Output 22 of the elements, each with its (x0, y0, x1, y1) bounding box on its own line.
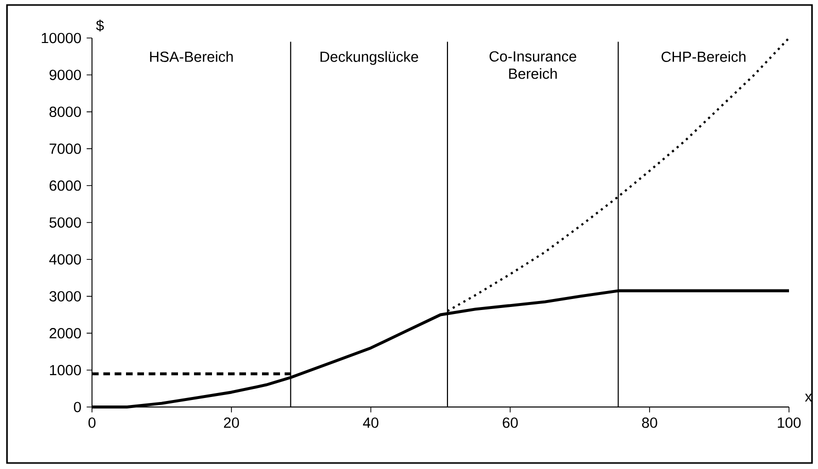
x-tick-label: 0 (88, 418, 96, 428)
y-tick-label: 4000 (49, 254, 81, 265)
x-tick-label: 100 (778, 418, 801, 428)
y-tick-label: 7000 (50, 144, 81, 154)
x-tick-label: 80 (642, 418, 658, 428)
annotation: Co-Insurance Bereich (490, 51, 576, 79)
y-tick-label: 2000 (50, 328, 81, 338)
x-tick-label: 60 (502, 418, 518, 428)
y-tick-label: 5000 (49, 217, 81, 228)
y-tick-label: 8000 (50, 106, 81, 117)
annotation: CHP-Bereich (662, 51, 746, 62)
y-tick-label: 0 (74, 402, 81, 412)
y-tick-label: 3000 (49, 291, 81, 302)
y-axis-title: $ (96, 20, 104, 32)
x-tick-label: 40 (362, 418, 378, 428)
y-tick-label: 1000 (50, 364, 81, 376)
annotation: Deckungslücke (320, 51, 418, 65)
y-tick-label: 10000 (42, 32, 81, 44)
annotation: HSA-Bereich (150, 51, 233, 62)
y-tick-label: 6000 (50, 180, 81, 191)
y-tick-label: 9000 (50, 70, 81, 80)
x-tick-label: 20 (224, 418, 239, 428)
